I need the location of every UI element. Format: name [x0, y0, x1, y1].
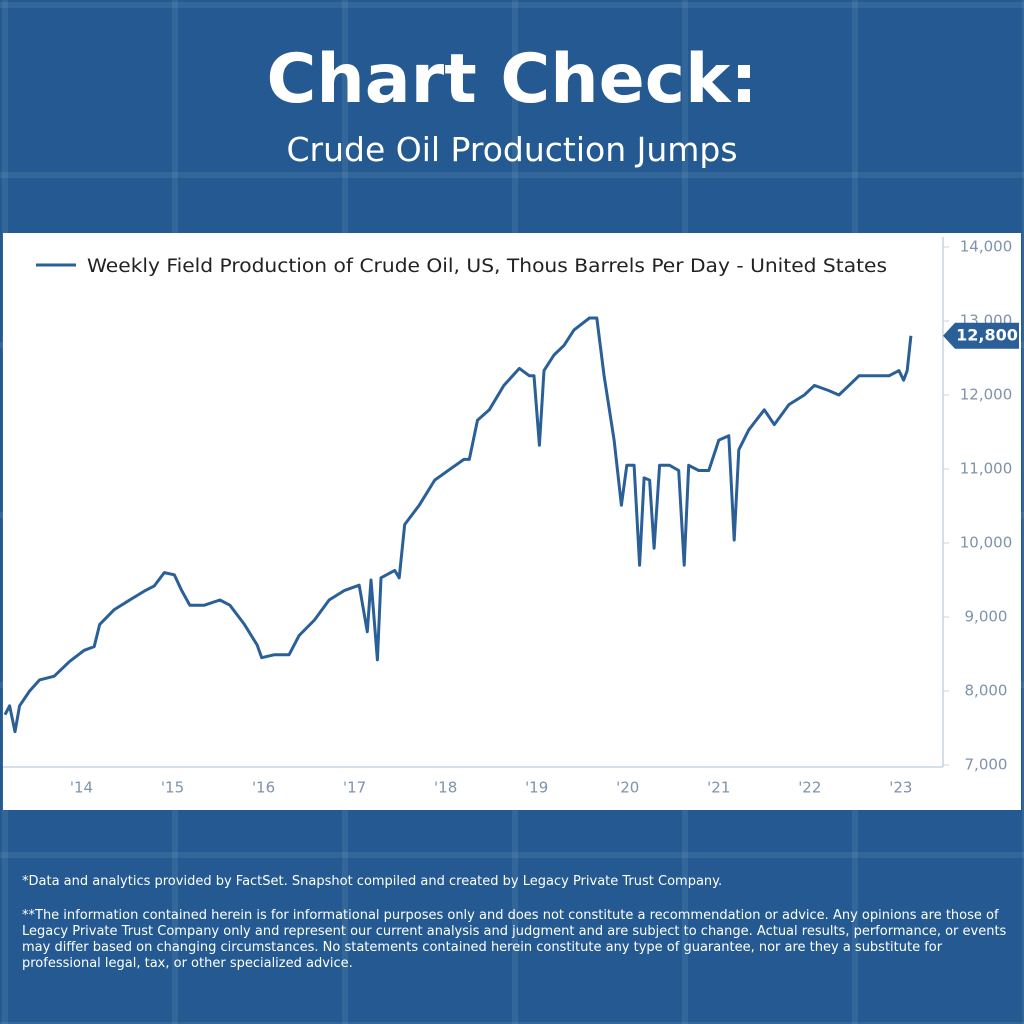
- y-tick-label: 10,000: [960, 534, 1013, 552]
- disclaimer: **The information contained herein is fo…: [22, 908, 1007, 971]
- x-tick-label: '14: [70, 779, 93, 797]
- x-tick-label: '19: [525, 779, 548, 797]
- chart: 7,0008,0009,00010,00011,00012,00013,0001…: [3, 233, 1021, 810]
- y-tick-label: 14,000: [960, 238, 1013, 256]
- x-tick-label: '17: [343, 779, 366, 797]
- subtitle: Crude Oil Production Jumps: [286, 130, 738, 169]
- chart-background: [3, 233, 1021, 810]
- y-tick-label: 11,000: [960, 460, 1013, 478]
- x-tick-label: '16: [252, 779, 275, 797]
- y-tick-label: 7,000: [965, 756, 1008, 774]
- y-tick-label: 9,000: [965, 608, 1008, 626]
- x-tick-label: '23: [889, 779, 912, 797]
- x-tick-label: '20: [616, 779, 639, 797]
- x-tick-label: '18: [434, 779, 457, 797]
- y-tick-label: 8,000: [965, 682, 1008, 700]
- y-tick-label: 12,000: [960, 386, 1013, 404]
- x-tick-label: '22: [798, 779, 821, 797]
- x-tick-label: '15: [161, 779, 184, 797]
- legend-label: Weekly Field Production of Crude Oil, US…: [87, 256, 887, 277]
- data-line: [3, 316, 913, 734]
- title: Chart Check:: [266, 40, 758, 119]
- value-callout: [943, 322, 1019, 349]
- x-tick-label: '21: [707, 779, 730, 797]
- value-label: 12,800: [956, 325, 1018, 344]
- footnote: *Data and analytics provided by FactSet.…: [22, 874, 723, 889]
